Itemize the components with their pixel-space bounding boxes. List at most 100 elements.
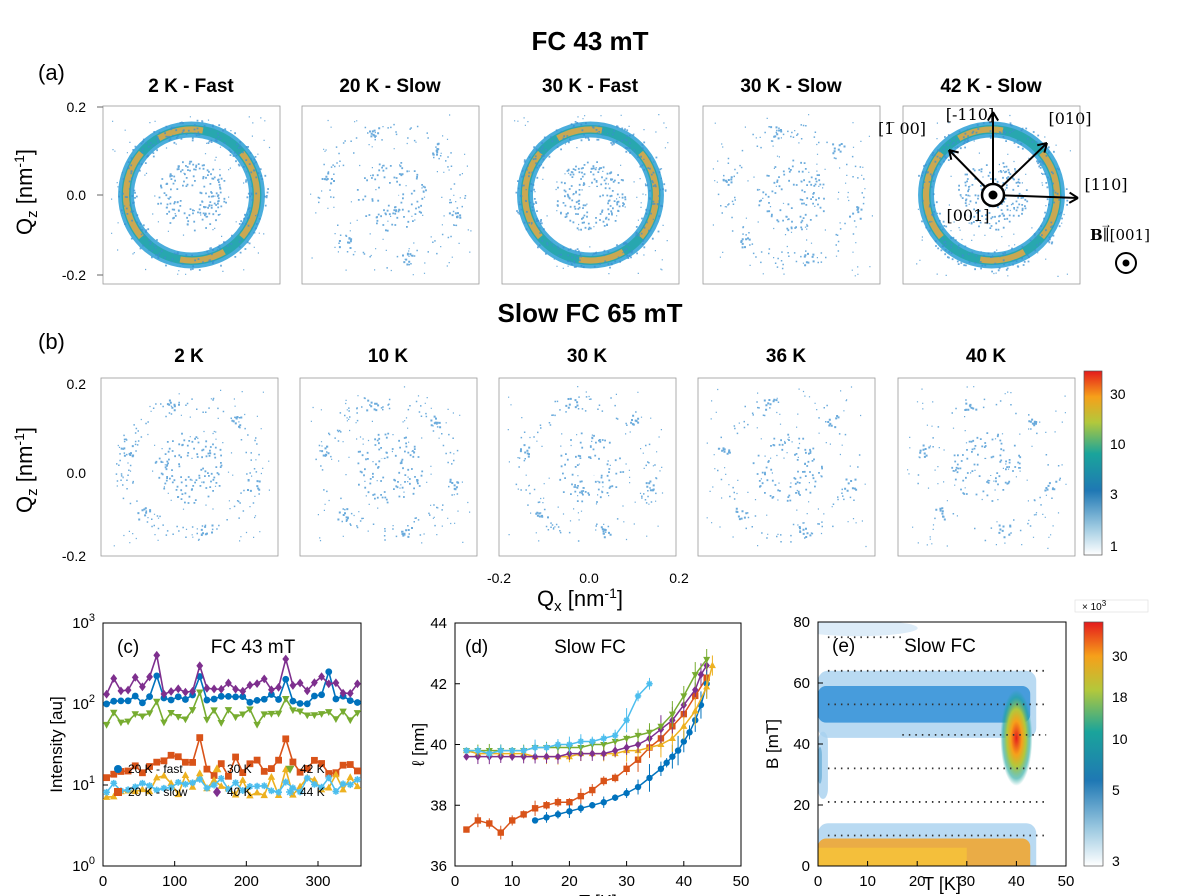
- direction-label: [110]: [1084, 175, 1127, 194]
- data-point: [203, 784, 211, 792]
- data-point: [303, 774, 311, 782]
- data-point: [577, 738, 585, 745]
- data-point: [217, 692, 225, 700]
- data-point: [167, 779, 175, 786]
- beamstop: [183, 187, 200, 203]
- data-point: [217, 775, 225, 782]
- data-point: [114, 765, 122, 773]
- sans-panel-b: 30 K: [498, 346, 677, 557]
- data-point: [174, 684, 182, 694]
- data-point: [463, 752, 470, 761]
- data-point: [210, 684, 218, 694]
- data-point: [686, 729, 693, 736]
- data-point: [520, 811, 527, 818]
- sans-panel-a: 2 K - Fast: [102, 76, 281, 285]
- data-point: [124, 718, 132, 726]
- data-point: [531, 744, 539, 751]
- mid-title: Slow FC 65 mT: [498, 298, 683, 328]
- data-point: [217, 782, 225, 789]
- data-point: [474, 752, 482, 761]
- data-point: [311, 781, 318, 788]
- data-point: [354, 679, 361, 689]
- x-axis-label: T [K]: [579, 892, 617, 896]
- colorbar-b-tick: 10: [1110, 436, 1126, 452]
- data-point: [146, 672, 153, 682]
- data-point: [318, 691, 325, 699]
- y-tick-base: 10: [72, 696, 89, 713]
- legend-entry: 20 K - slow: [128, 785, 188, 799]
- data-point: [253, 679, 261, 689]
- data-point: [196, 734, 204, 742]
- data-point: [497, 747, 504, 754]
- x-tick-label: 0: [814, 873, 822, 890]
- y-tick-label: 20: [793, 797, 810, 814]
- data-point: [124, 697, 132, 705]
- heatmap-hotspot: [1000, 689, 1033, 786]
- data-point: [268, 765, 275, 772]
- direction-label: [001]: [946, 206, 989, 225]
- data-point: [181, 716, 190, 724]
- data-point: [589, 738, 596, 745]
- y-tick-label: 38: [430, 797, 447, 814]
- direction-arrow-shaft: [948, 149, 987, 188]
- data-point: [174, 753, 182, 761]
- series-line: [466, 665, 708, 758]
- panel-a-title: 2 K - Fast: [148, 76, 234, 97]
- data-point: [139, 682, 146, 692]
- legend-entry: 42 K: [300, 762, 325, 776]
- data-point: [196, 775, 204, 783]
- data-point: [139, 779, 146, 787]
- data-point: [210, 772, 218, 779]
- panel-b-title: 36 K: [766, 346, 806, 367]
- y-axis-label: B [mT]: [763, 719, 782, 769]
- direction-arrow-shaft: [1003, 194, 1079, 199]
- data-point: [623, 743, 630, 752]
- plot-frame: [102, 622, 362, 867]
- data-point: [311, 678, 318, 688]
- data-point: [646, 774, 653, 782]
- data-point: [282, 675, 290, 683]
- direction-label: [010]: [1048, 109, 1091, 128]
- y-axis-label: Intensity [au]: [47, 696, 66, 792]
- row-a-ytick: -0.2: [62, 267, 86, 283]
- data-point: [160, 689, 168, 699]
- data-point: [231, 790, 240, 798]
- ring-hot-arc: [122, 150, 144, 240]
- colorbar-b-tick: 3: [1110, 486, 1118, 502]
- data-point: [160, 757, 168, 765]
- data-point: [346, 761, 354, 768]
- data-point: [253, 721, 261, 729]
- data-point: [145, 787, 154, 795]
- data-point: [246, 783, 254, 790]
- data-point: [274, 710, 283, 718]
- data-point: [167, 751, 175, 759]
- data-point: [174, 790, 182, 798]
- data-point: [325, 783, 333, 791]
- data-point: [203, 696, 211, 704]
- direction-arrow-shaft: [1000, 142, 1048, 189]
- data-point: [239, 711, 247, 719]
- direction-arrow-head: [986, 111, 1000, 122]
- panel-title: Slow FC: [904, 636, 976, 657]
- b-field-out-of-plane-icon: [1115, 252, 1137, 274]
- x-tick-label: 50: [1058, 873, 1075, 890]
- legend-entry: 20 K - fast: [128, 762, 183, 776]
- data-point: [213, 786, 221, 798]
- x-tick-label: 0: [451, 873, 459, 890]
- data-point: [182, 780, 189, 788]
- data-point: [138, 713, 147, 721]
- data-point: [589, 802, 596, 809]
- panel-title: FC 43 mT: [211, 637, 296, 658]
- label-b: (b): [38, 329, 65, 354]
- data-point: [634, 732, 642, 740]
- scattering-intensity-pixels: [111, 116, 271, 275]
- data-point: [600, 735, 607, 742]
- data-point: [102, 793, 111, 800]
- data-point: [543, 802, 550, 809]
- data-point: [275, 682, 282, 692]
- ring-hot-arc: [578, 248, 625, 264]
- data-point: [239, 787, 247, 794]
- heatmap-band-core: [818, 686, 1031, 723]
- data-point: [289, 758, 297, 766]
- data-point: [260, 711, 268, 719]
